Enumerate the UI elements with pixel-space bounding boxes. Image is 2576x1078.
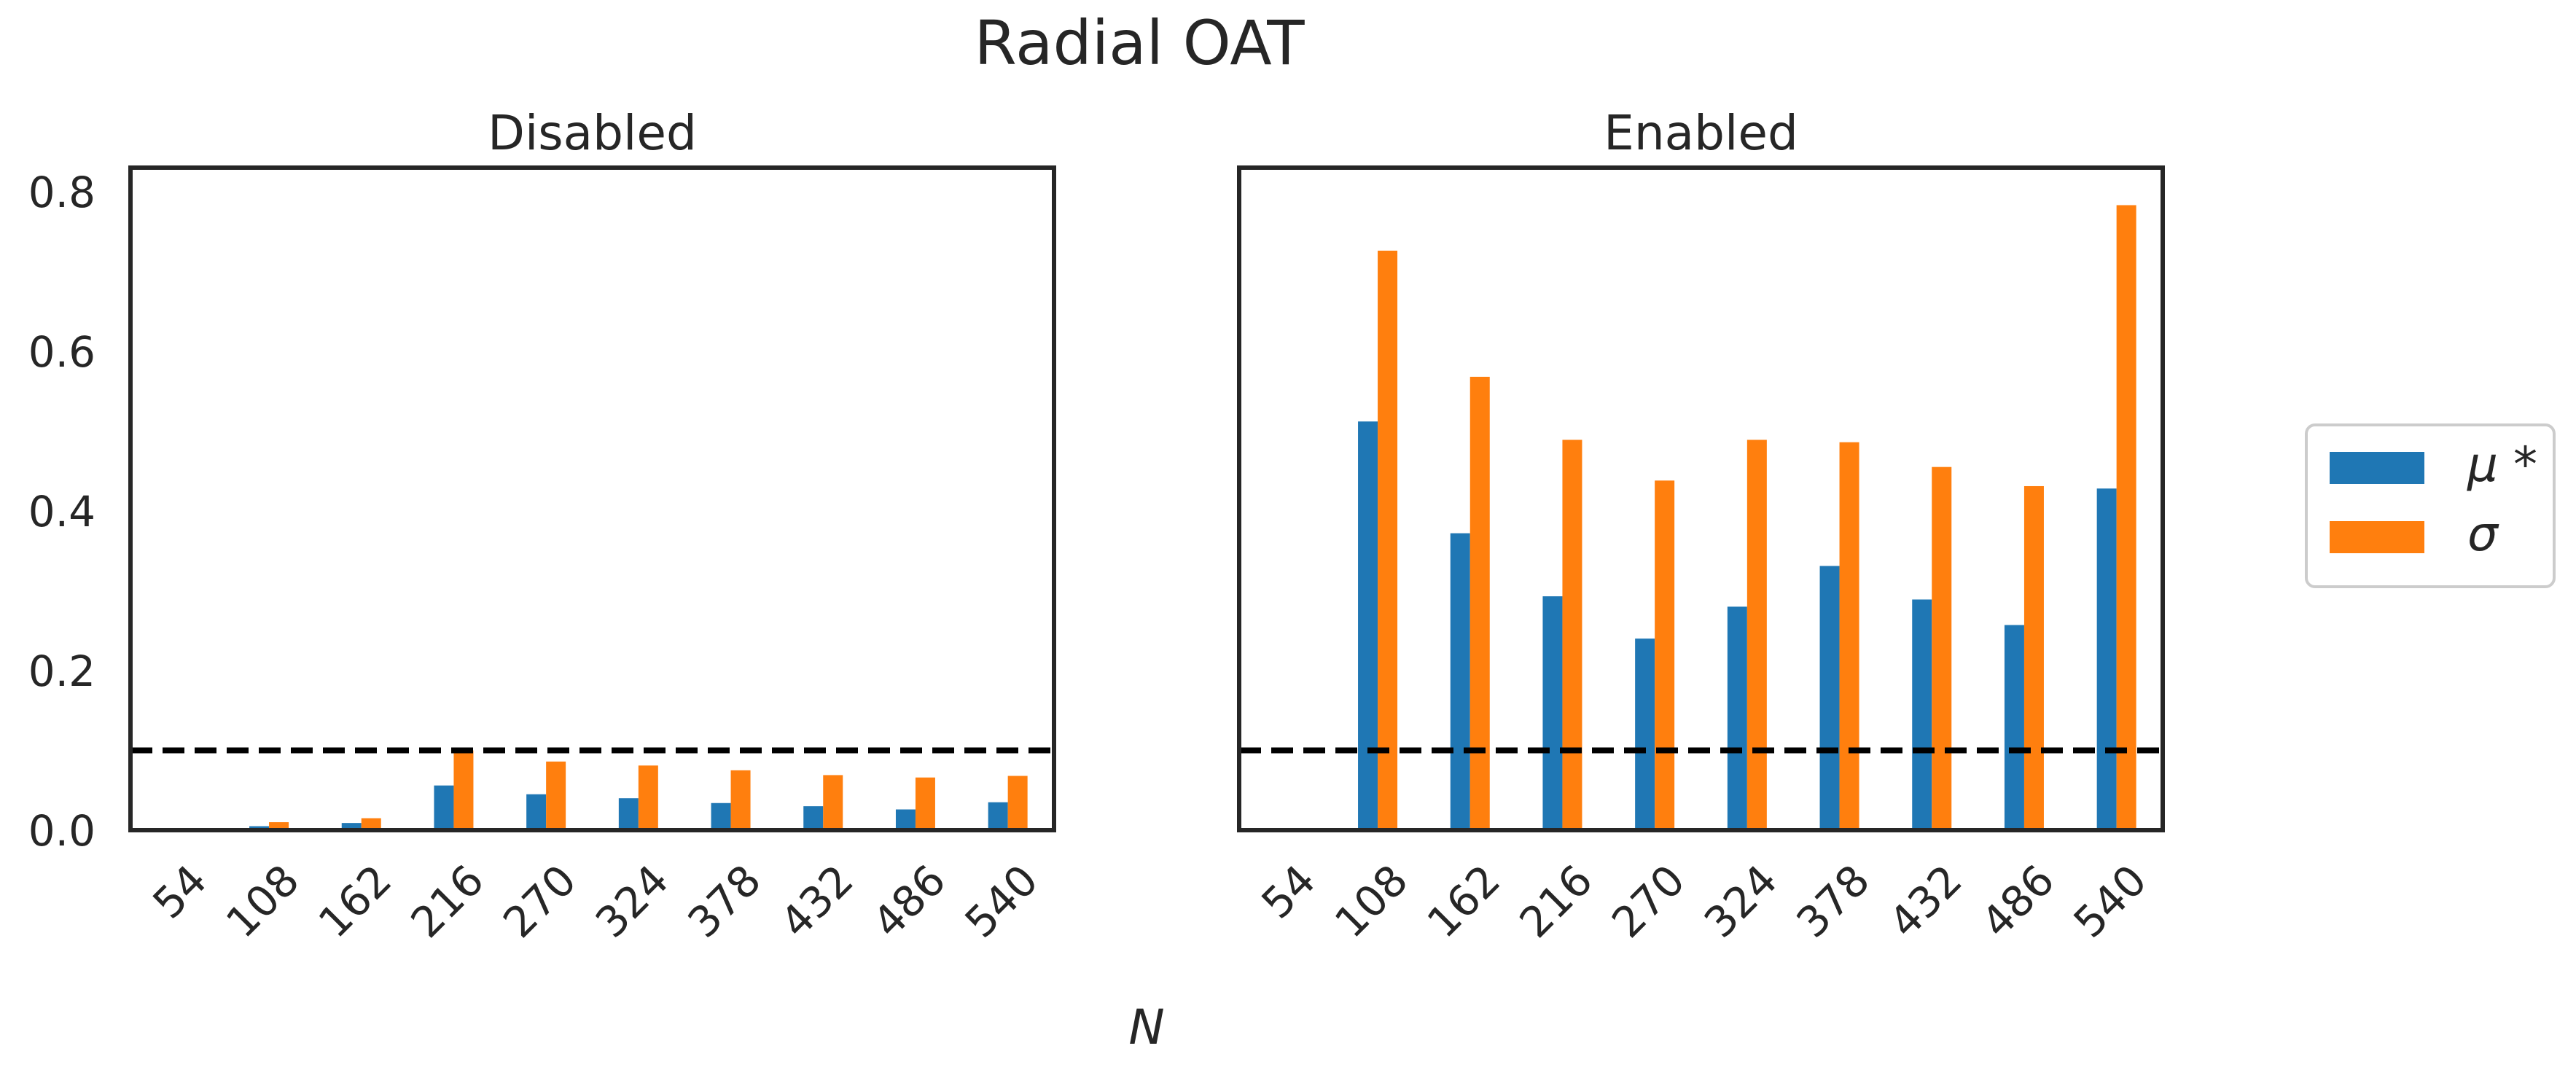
xtick-label: 216	[1510, 855, 1602, 947]
xtick-label: 216	[402, 855, 493, 947]
bar-sigma-378	[1839, 442, 1859, 830]
bar-mu-star-108	[1358, 421, 1378, 830]
bar-sigma-270	[1655, 480, 1675, 830]
ytick-label: 0.2	[28, 647, 95, 696]
legend-swatch-mu-star	[2330, 452, 2424, 484]
bar-sigma-486	[2023, 485, 2044, 830]
subplot-title: Disabled	[488, 105, 697, 161]
xtick-label: 378	[1787, 855, 1879, 947]
legend: μ * σ	[2305, 423, 2556, 588]
bar-mu-star-378	[711, 802, 731, 830]
xtick-label: 108	[1325, 855, 1417, 947]
bar-mu-star-432	[1912, 599, 1932, 830]
xtick-label: 540	[2064, 855, 2156, 947]
bar-sigma-324	[638, 765, 658, 830]
bar-mu-star-540	[988, 802, 1008, 830]
bar-mu-star-432	[803, 806, 824, 830]
xtick-label: 324	[1695, 855, 1787, 947]
bar-sigma-324	[1746, 440, 1767, 830]
xtick-label: 378	[679, 855, 770, 947]
axes-frame	[128, 165, 1056, 832]
xtick-label: 54	[1252, 855, 1325, 928]
ytick-label: 0.6	[28, 327, 95, 377]
bar-mu-star-162	[1450, 533, 1470, 830]
bar-mu-star-216	[1542, 596, 1563, 830]
bar-sigma-216	[453, 750, 474, 830]
xtick-label: 432	[1879, 855, 1971, 947]
bar-mu-star-486	[895, 809, 916, 830]
legend-label-sigma: σ	[2467, 506, 2499, 562]
xtick-label: 486	[863, 855, 955, 947]
bar-mu-star-324	[618, 798, 639, 830]
bar-mu-star-162	[341, 823, 362, 830]
bar-sigma-162	[1470, 376, 1490, 830]
bar-mu-star-486	[2004, 625, 2024, 830]
figure-title: Radial OAT	[974, 7, 1305, 79]
ytick-label: 0.4	[28, 487, 95, 536]
xtick-label: 486	[1972, 855, 2064, 947]
chart-panel-enabled: Enabled 54 108 162 216 270 324 378 432 486 540	[1237, 105, 2165, 948]
xtick-label: 432	[770, 855, 862, 947]
bar-mu-star-216	[434, 785, 454, 830]
bar-mu-star-270	[1635, 638, 1655, 830]
legend-label-mu-star: μ *	[2467, 437, 2537, 493]
bar-sigma-108	[269, 822, 289, 830]
figure-xlabel: N	[1128, 999, 1164, 1055]
xtick-label: 270	[1602, 855, 1694, 947]
legend-swatch-sigma	[2330, 521, 2424, 553]
xtick-label: 324	[586, 855, 678, 947]
bar-mu-star-378	[1819, 566, 1840, 830]
xtick-label: 54	[144, 855, 216, 928]
bar-sigma-486	[915, 777, 935, 830]
bar-sigma-540	[1007, 776, 1028, 830]
xtick-label: 162	[1418, 855, 1510, 947]
bar-sigma-432	[1932, 466, 1952, 830]
chart-panel-disabled: Disabled 0.0 0.2 0.4 0.6 0.8 54 108 162 216 270 324…	[28, 105, 1056, 948]
axes-frame	[1237, 165, 2165, 832]
bar-sigma-162	[361, 818, 381, 830]
ytick-label: 0.0	[28, 806, 95, 856]
bar-mu-star-540	[2096, 488, 2117, 830]
bar-sigma-216	[1562, 440, 1582, 830]
xtick-label: 540	[956, 855, 1047, 947]
bar-sigma-378	[730, 770, 751, 830]
bar-mu-star-324	[1727, 606, 1747, 830]
xtick-label: 162	[309, 855, 401, 947]
bar-sigma-540	[2116, 205, 2136, 830]
bar-sigma-432	[823, 775, 843, 830]
xtick-label: 108	[216, 855, 308, 947]
bar-sigma-270	[546, 761, 566, 830]
bar-sigma-108	[1378, 250, 1398, 830]
xtick-label: 270	[493, 855, 585, 947]
subplot-title: Enabled	[1604, 105, 1798, 161]
ytick-label: 0.8	[28, 168, 95, 217]
bar-mu-star-270	[526, 794, 547, 830]
